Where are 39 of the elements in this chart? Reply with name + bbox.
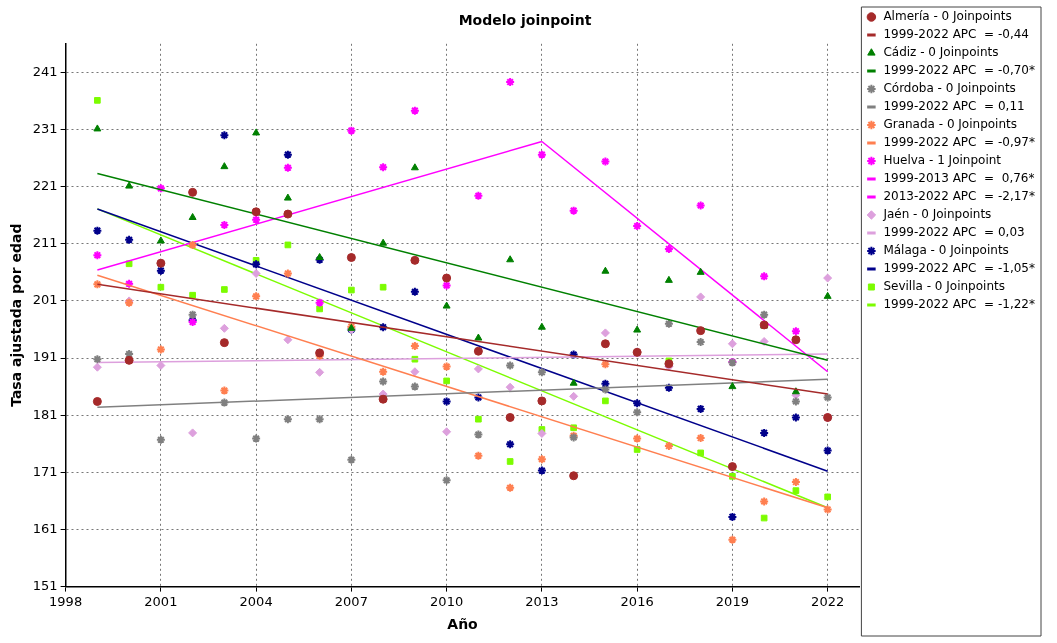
legend-label: 1999-2022 APC = -0,97* — [883, 135, 1035, 150]
x-tick-label: 2022 — [811, 593, 845, 609]
legend-label: Cádiz - 0 Joinpoints — [883, 45, 999, 60]
legend-label: Almería - 0 Joinpoints — [883, 9, 1012, 24]
y-axis-title: Tasa ajustada por edad — [8, 223, 25, 407]
chart-title: Modelo joinpoint — [458, 12, 592, 29]
x-tick-label: 2001 — [144, 593, 178, 609]
legend-label: Málaga - 0 Joinpoints — [883, 243, 1009, 258]
x-tick-label: 2013 — [525, 593, 559, 609]
y-tick-label: 191 — [32, 349, 58, 365]
y-tick-label: 181 — [32, 406, 58, 422]
x-tick-label: 2016 — [620, 593, 654, 609]
legend-label: Córdoba - 0 Joinpoints — [883, 81, 1016, 96]
y-tick-label: 151 — [32, 577, 58, 593]
x-tick-label: 1998 — [49, 593, 83, 609]
x-tick-label: 2007 — [334, 593, 368, 609]
y-tick-label: 201 — [32, 292, 58, 308]
legend-label: 1999-2013 APC = 0,76* — [883, 171, 1035, 186]
legend-label: 1999-2022 APC = 0,11 — [883, 99, 1025, 114]
y-tick-label: 221 — [32, 178, 58, 194]
legend-label: 1999-2022 APC = -1,05* — [883, 261, 1035, 276]
legend-label: 1999-2022 APC = -0,44 — [883, 27, 1029, 42]
legend-label: 1999-2022 APC = -0,70* — [883, 63, 1035, 78]
x-axis-title: Año — [447, 616, 479, 633]
x-tick-label: 2004 — [239, 593, 273, 609]
legend-label: Sevilla - 0 Joinpoints — [883, 279, 1005, 294]
legend-label: Huelva - 1 Joinpoint — [883, 153, 1002, 168]
y-tick-label: 171 — [32, 463, 58, 479]
legend-label: 2013-2022 APC = -2,17* — [883, 189, 1035, 204]
x-tick-label: 2010 — [430, 593, 464, 609]
legend-label: Jaén - 0 Joinpoints — [882, 207, 992, 222]
legend-label: 1999-2022 APC = -1,22* — [883, 297, 1035, 312]
legend-label: Granada - 0 Joinpoints — [883, 117, 1018, 132]
y-tick-label: 231 — [32, 120, 58, 136]
y-tick-label: 161 — [32, 520, 58, 536]
y-tick-label: 241 — [32, 63, 58, 79]
x-tick-label: 2019 — [715, 593, 749, 609]
y-tick-label: 211 — [32, 235, 58, 251]
legend-label: 1999-2022 APC = 0,03 — [883, 225, 1025, 240]
